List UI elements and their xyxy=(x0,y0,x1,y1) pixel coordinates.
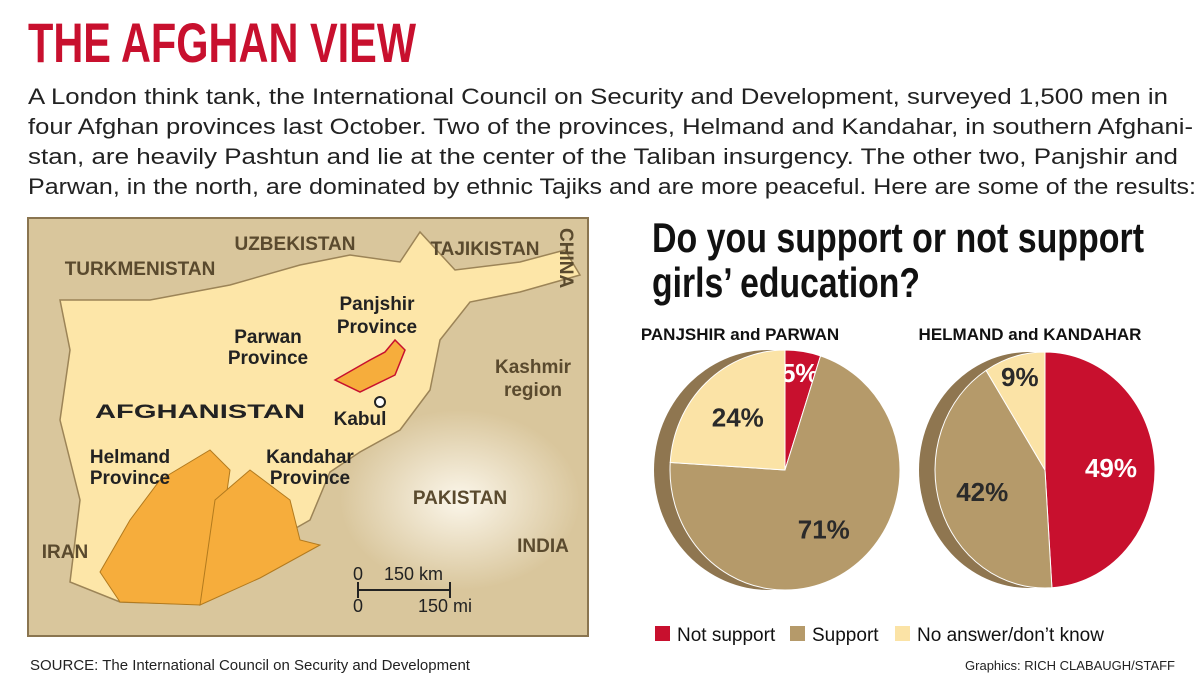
map-label: Kabul xyxy=(334,409,387,430)
legend-label: Not support xyxy=(677,625,776,646)
pie-slice xyxy=(1044,351,1156,589)
question: girls’ education? xyxy=(652,259,920,306)
scale-label: 150 km xyxy=(384,564,443,584)
map-label: PAKISTAN xyxy=(413,488,507,509)
pie-value-label: 9% xyxy=(1001,362,1039,392)
panjshir-parwan xyxy=(333,338,406,393)
intro-line: Parwan, in the north, are dominated by e… xyxy=(28,174,1196,199)
map: UZBEKISTAN TAJIKISTAN CHINA TURKMENISTAN… xyxy=(27,217,589,637)
pie-slice xyxy=(669,355,901,591)
pie-slice xyxy=(934,369,1053,589)
map-label: TAJIKISTAN xyxy=(430,239,539,260)
legend-swatch xyxy=(655,626,670,641)
intro: A London think tank, the International C… xyxy=(28,84,1196,199)
pie-subtitle: HELMAND and KANDAHAR xyxy=(919,325,1142,344)
map-label: CHINA xyxy=(555,228,576,288)
pie-value-label: 71% xyxy=(798,515,850,545)
intro-line: stan, are heavily Pashtun and lie at the… xyxy=(28,144,1178,169)
legend-swatch xyxy=(895,626,910,641)
kandahar xyxy=(199,469,322,606)
kabul-marker xyxy=(374,396,386,408)
map-label: Parwan xyxy=(234,327,302,348)
map-label: Kandahar xyxy=(266,447,354,468)
map-label: Panjshir xyxy=(340,294,416,315)
credit: Graphics: RICH CLABAUGH/STAFF xyxy=(965,658,1175,673)
pie-slice xyxy=(985,351,1046,472)
map-label: TURKMENISTAN xyxy=(65,259,216,280)
legend-label: Support xyxy=(812,625,879,646)
map-label: Kashmir xyxy=(495,357,572,378)
legend-label: No answer/don’t know xyxy=(917,625,1104,646)
scale-label: 0 xyxy=(353,596,363,616)
pie-value-label: 24% xyxy=(712,403,764,433)
map-shade xyxy=(340,410,580,590)
map-label: INDIA xyxy=(517,536,569,557)
map-label: AFGHANISTAN xyxy=(95,402,305,423)
map-label: Province xyxy=(337,317,417,338)
pie-slice xyxy=(669,349,786,471)
intro-line: four Afghan provinces last October. Two … xyxy=(28,114,1193,139)
map-label: Province xyxy=(270,468,350,489)
source: SOURCE: The International Council on Sec… xyxy=(30,657,471,674)
legend-swatch xyxy=(790,626,805,641)
map-label: UZBEKISTAN xyxy=(234,234,355,255)
map-label: Province xyxy=(90,468,170,489)
pie-subtitle: PANJSHIR and PARWAN xyxy=(641,325,839,344)
intro-line: A London think tank, the International C… xyxy=(28,84,1168,109)
title: THE AFGHAN VIEW xyxy=(28,11,416,74)
scale-label: 0 xyxy=(353,564,363,584)
scale-label: 150 mi xyxy=(418,596,472,616)
map-label: IRAN xyxy=(42,542,88,563)
map-label: region xyxy=(504,380,562,401)
pie-value-label: 49% xyxy=(1085,453,1137,483)
map-label: Province xyxy=(228,348,308,369)
pie-value-label: 42% xyxy=(956,477,1008,507)
question: Do you support or not support xyxy=(652,214,1144,261)
map-label: Helmand xyxy=(90,447,170,468)
